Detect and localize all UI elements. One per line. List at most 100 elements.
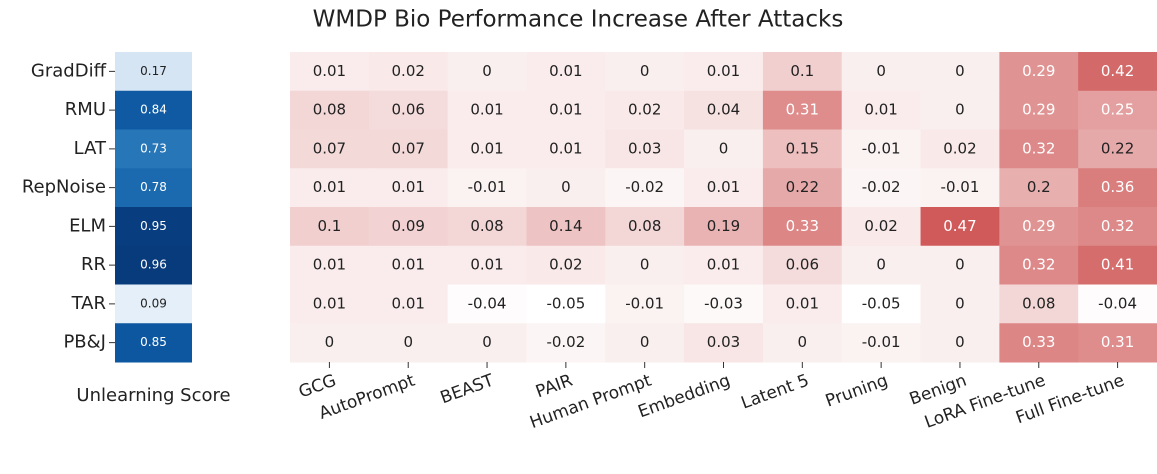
cell (920, 245, 1000, 285)
cell-label: 0.01 (707, 256, 740, 274)
cell (447, 129, 527, 169)
cell-label: 0 (403, 333, 413, 351)
cell (920, 90, 1000, 130)
cell-label: 0 (955, 294, 965, 312)
cell (762, 90, 843, 130)
cell (999, 323, 1079, 363)
cell-label: 0.01 (470, 139, 503, 157)
score-label: 0.09 (140, 296, 167, 310)
score-label: 0.96 (140, 258, 167, 272)
cell-label: 0.01 (313, 178, 346, 196)
cell-label: 0 (640, 62, 650, 80)
cell-label: 0 (482, 62, 492, 80)
score-cell (115, 168, 192, 208)
cell-label: 0.03 (707, 333, 740, 351)
cell (762, 168, 843, 208)
cell-label: 0.15 (786, 139, 819, 157)
cell-label: 0.31 (786, 101, 819, 119)
cell-label: 0.29 (1022, 101, 1055, 119)
cell-label: -0.01 (941, 178, 980, 196)
cell-label: 0.02 (628, 101, 661, 119)
cell-label: 0.29 (1022, 217, 1055, 235)
cell-label: 0.1 (790, 62, 814, 80)
cell-label: 0 (561, 178, 571, 196)
cell (841, 168, 922, 208)
cell-label: 0.08 (1022, 294, 1055, 312)
score-label: 0.95 (140, 219, 167, 233)
x-axis-label: Unlearning Score (76, 385, 230, 406)
cell (920, 323, 1000, 363)
cell-label: -0.01 (862, 333, 901, 351)
cell-label: 0.36 (1101, 178, 1134, 196)
cell-label: 0.03 (628, 139, 661, 157)
cell-label: 0.2 (1027, 178, 1051, 196)
cell (684, 90, 764, 130)
cell (1078, 90, 1157, 130)
score-label: 0.73 (140, 141, 167, 155)
cell (368, 323, 449, 363)
row-label: PB&J (63, 332, 106, 353)
cell-label: 0.29 (1022, 62, 1055, 80)
cell (841, 52, 922, 92)
cell-label: 0 (325, 333, 335, 351)
col-label: Latent 5 (738, 371, 811, 414)
cell (920, 168, 1000, 208)
cell (526, 245, 606, 285)
cell-label: 0.02 (392, 62, 425, 80)
cell (526, 129, 606, 169)
cell (841, 207, 922, 247)
cell (290, 245, 370, 285)
cell-label: 0.42 (1101, 62, 1134, 80)
cell (447, 207, 527, 247)
cell-label: 0.08 (470, 217, 503, 235)
cell (684, 52, 764, 92)
cell (290, 52, 370, 92)
score-label: 0.85 (140, 335, 167, 349)
row-label: ELM (69, 215, 106, 236)
cell-label: 0.33 (786, 217, 819, 235)
cell (368, 52, 449, 92)
cell (920, 207, 1000, 247)
cell (290, 129, 370, 169)
chart-title: WMDP Bio Performance Increase After Atta… (313, 7, 844, 33)
cell-label: 0.08 (628, 217, 661, 235)
cell (290, 284, 370, 324)
cell (762, 207, 843, 247)
cell (1078, 52, 1157, 92)
cell-label: 0.02 (864, 217, 897, 235)
cell (999, 90, 1079, 130)
cell-label: 0.22 (786, 178, 819, 196)
cell-label: 0.06 (786, 256, 819, 274)
cell (684, 168, 764, 208)
cell-label: 0.01 (549, 62, 582, 80)
score-label: 0.17 (140, 64, 167, 78)
cell-label: 0.09 (392, 217, 425, 235)
cell-label: -0.04 (468, 294, 507, 312)
cell (526, 168, 606, 208)
cell-label: 0 (482, 333, 492, 351)
cell-label: 0.32 (1022, 139, 1055, 157)
cell (920, 284, 1000, 324)
cell-label: 0.02 (943, 139, 976, 157)
cell (841, 245, 922, 285)
score-cell (115, 90, 192, 130)
cell-label: 0 (955, 333, 965, 351)
cell-label: 0.07 (392, 139, 425, 157)
cell (447, 284, 527, 324)
cell (526, 90, 606, 130)
cell (1078, 245, 1157, 285)
cell-label: -0.05 (546, 294, 585, 312)
cell-label: -0.01 (862, 139, 901, 157)
cell-label: 0.41 (1101, 256, 1134, 274)
cell-label: 0.22 (1101, 139, 1134, 157)
row-label: RMU (65, 99, 106, 120)
cell-label: 0 (798, 333, 808, 351)
cell-label: 0.08 (313, 101, 346, 119)
cell (999, 168, 1079, 208)
score-label: 0.84 (140, 103, 167, 117)
cell (290, 168, 370, 208)
cell-label: 0 (955, 62, 965, 80)
cell-label: 0.01 (392, 294, 425, 312)
cell-label: 0.01 (470, 256, 503, 274)
score-label: 0.78 (140, 180, 167, 194)
